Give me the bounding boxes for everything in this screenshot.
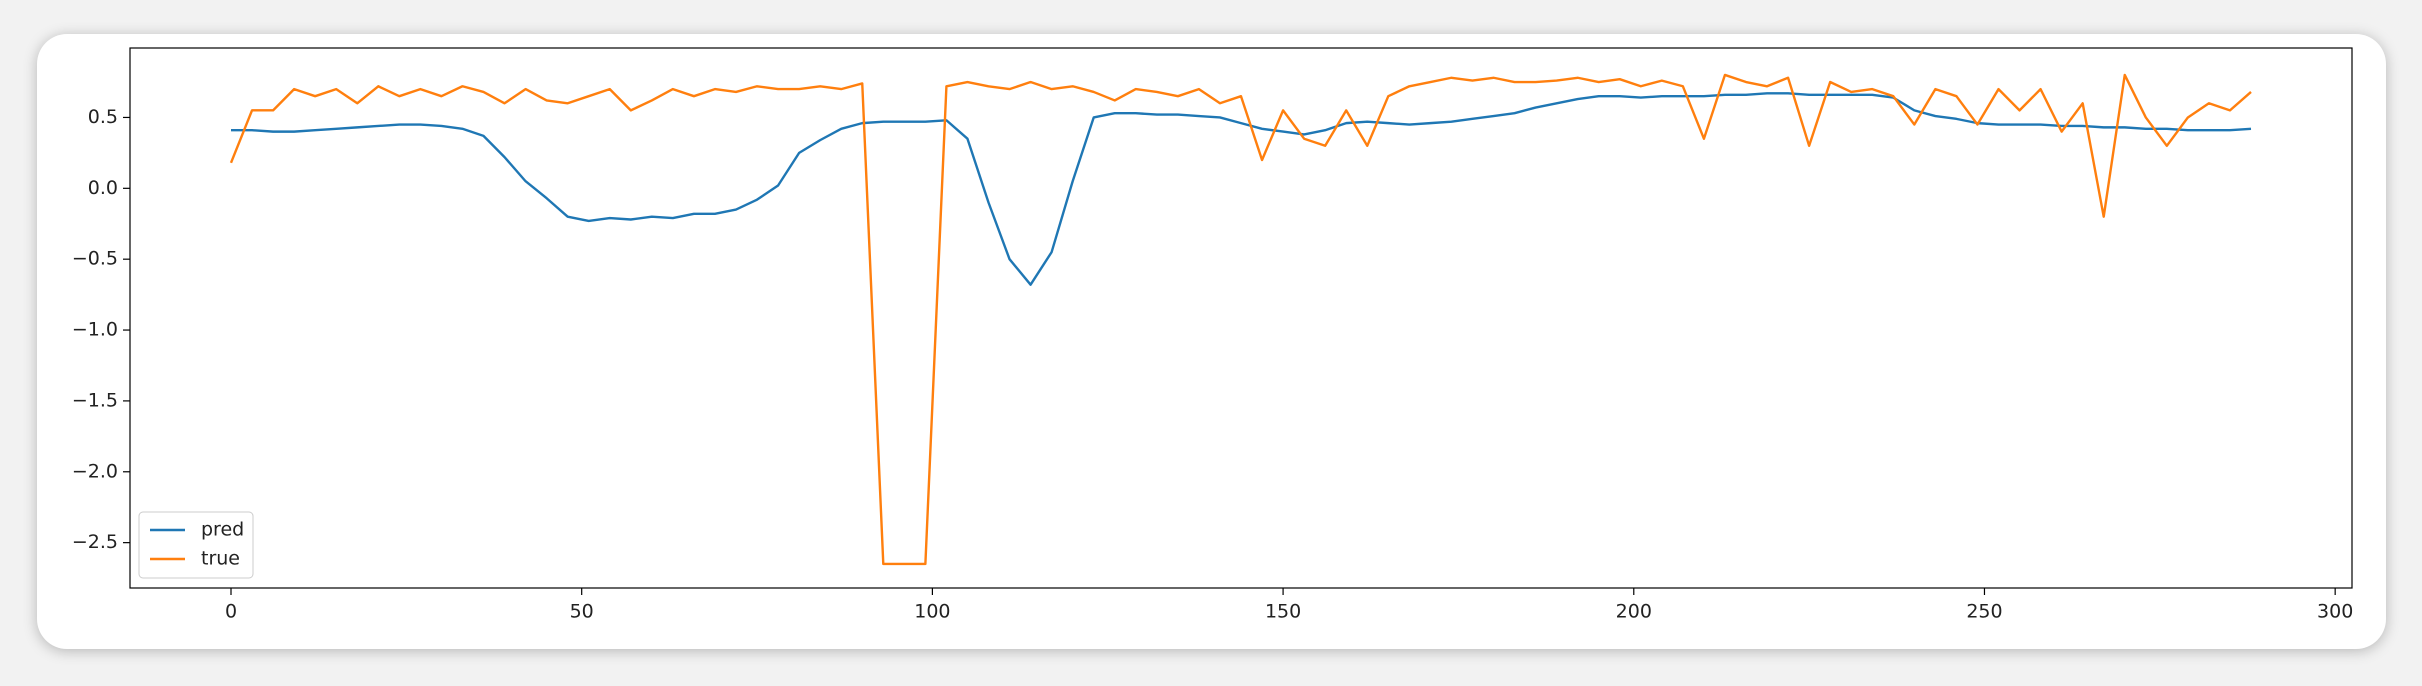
x-tick-label: 150 xyxy=(1265,601,1301,623)
y-tick-label: 0.5 xyxy=(88,106,118,128)
x-tick-label: 300 xyxy=(2317,601,2353,623)
y-tick-label: −0.5 xyxy=(72,248,118,270)
x-tick-label: 0 xyxy=(225,601,237,623)
legend-box xyxy=(138,511,254,579)
legend-label: pred xyxy=(201,519,244,541)
y-tick-label: −2.5 xyxy=(72,531,118,553)
x-tick-label: 250 xyxy=(1966,601,2002,623)
x-tick-label: 50 xyxy=(570,601,594,623)
y-tick-label: 0.0 xyxy=(88,177,118,199)
series-line xyxy=(229,73,2252,566)
plot-frame xyxy=(129,47,2353,589)
y-tick-label: −1.0 xyxy=(72,319,118,341)
card xyxy=(37,34,2386,649)
x-tick-label: 100 xyxy=(914,601,950,623)
x-tick-label: 200 xyxy=(1616,601,1652,623)
y-tick-label: −1.5 xyxy=(72,389,118,411)
series-line xyxy=(231,92,2252,286)
y-tick-label: −2.0 xyxy=(72,460,118,482)
legend-label: true xyxy=(201,548,240,570)
